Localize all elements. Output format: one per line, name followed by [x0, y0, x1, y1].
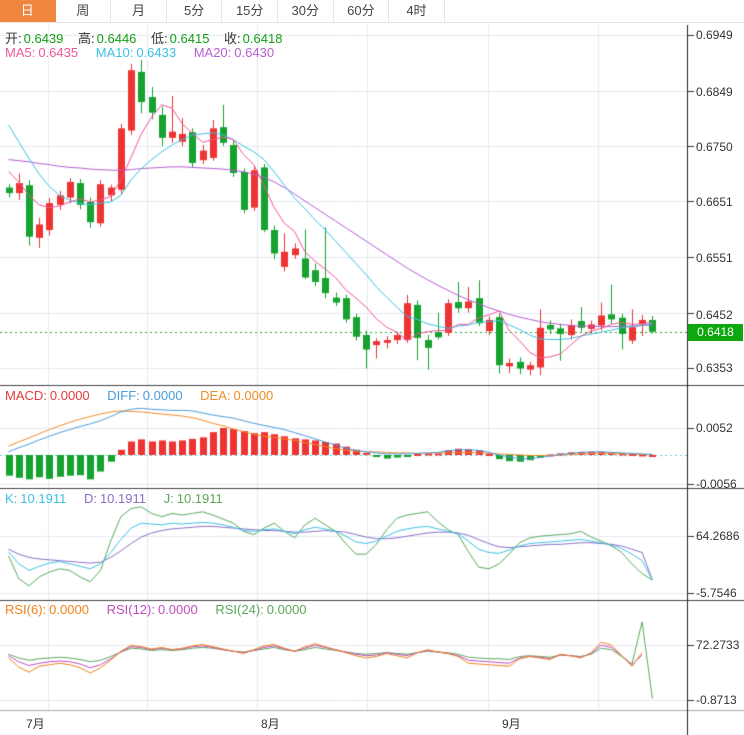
tab-5min[interactable]: 5分 [166, 0, 223, 22]
timeframe-tabbar: 日 周 月 5分 15分 30分 60分 4时 [0, 0, 744, 23]
tab-30min[interactable]: 30分 [277, 0, 334, 22]
tab-4hour[interactable]: 4时 [389, 0, 445, 22]
tab-daily[interactable]: 日 [0, 0, 56, 22]
tab-weekly[interactable]: 周 [55, 0, 112, 22]
tab-60min[interactable]: 60分 [333, 0, 390, 22]
tab-15min[interactable]: 15分 [222, 0, 278, 22]
tab-monthly[interactable]: 月 [111, 0, 167, 22]
